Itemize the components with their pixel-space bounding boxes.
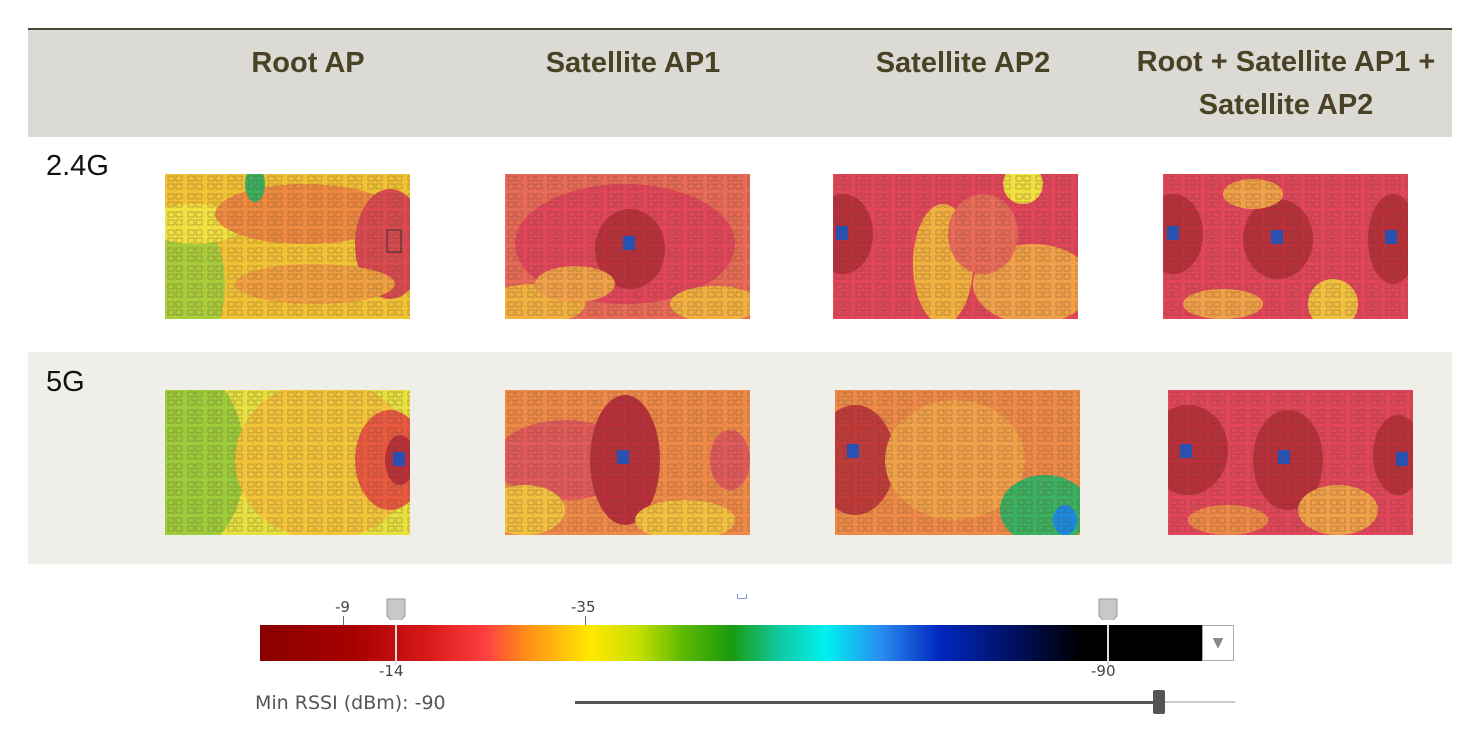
heatmap-5g-satellite-ap2 <box>835 390 1080 535</box>
column-header-satellite-ap1: Satellite AP1 <box>545 47 721 79</box>
heatmap-2-4g-root-ap <box>165 174 410 319</box>
small-indicator-icon <box>737 594 747 599</box>
column-header-root-ap: Root AP <box>251 47 365 79</box>
rssi-legend: -9 -35 -14 -90 ▼ Min RSSI (dBm): -90 <box>255 588 1245 728</box>
heatmap-2-4g-satellite-ap2 <box>833 174 1078 319</box>
row-label-2-4g: 2.4G <box>46 150 109 182</box>
chevron-down-icon: ▼ <box>1212 635 1224 651</box>
column-header-satellite-ap2: Satellite AP2 <box>875 47 1051 79</box>
heatmap-5g-combined <box>1168 390 1413 535</box>
min-rssi-label: Min RSSI (dBm): -90 <box>255 692 446 714</box>
high-threshold-handle[interactable] <box>1098 598 1118 620</box>
low-threshold-value: -14 <box>379 662 404 680</box>
low-threshold-handle[interactable] <box>386 598 406 620</box>
high-threshold-line <box>1107 625 1109 665</box>
table-header: Root AP Satellite AP1 Satellite AP2 Root… <box>28 30 1452 137</box>
color-scheme-dropdown[interactable]: ▼ <box>1202 625 1234 661</box>
rssi-color-bar <box>260 625 1203 661</box>
row-label-5g: 5G <box>46 366 85 398</box>
heatmap-5g-root-ap <box>165 390 410 535</box>
tick-mark-minus-35 <box>585 616 586 626</box>
tick-mark-minus-9 <box>343 616 344 626</box>
heatmap-2-4g-combined <box>1163 174 1408 319</box>
high-threshold-value: -90 <box>1091 662 1116 680</box>
tick-label-minus-9: -9 <box>335 598 350 616</box>
column-header-combined: Root + Satellite AP1 + Satellite AP2 <box>1136 45 1436 121</box>
heatmap-5g-satellite-ap1 <box>505 390 750 535</box>
heatmap-2-4g-satellite-ap1 <box>505 174 750 319</box>
header-top-rule <box>28 28 1452 30</box>
min-rssi-slider-thumb[interactable] <box>1153 690 1165 714</box>
min-rssi-slider-remaining <box>1160 701 1235 703</box>
tick-label-minus-35: -35 <box>571 598 596 616</box>
min-rssi-slider-track[interactable] <box>575 701 1160 704</box>
low-threshold-line <box>395 625 397 665</box>
